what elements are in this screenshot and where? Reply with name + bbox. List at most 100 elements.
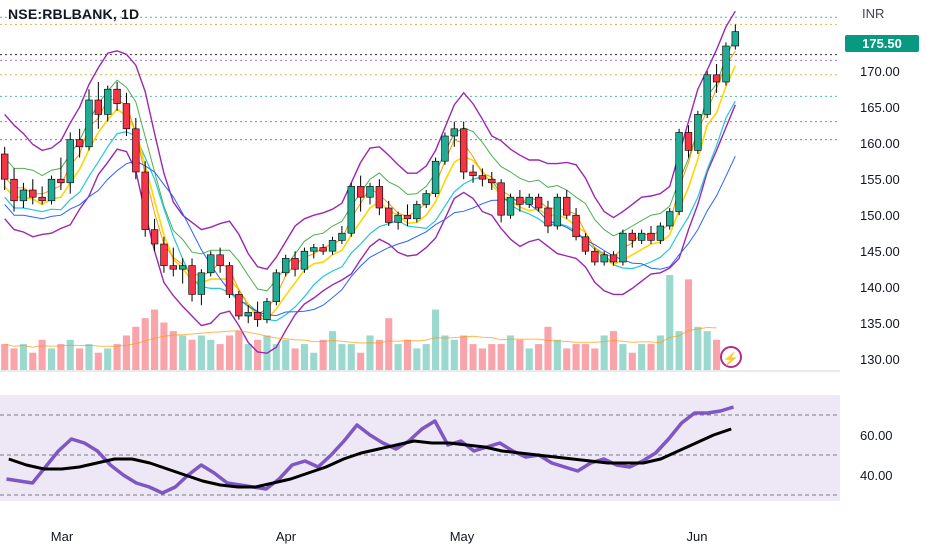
volume-bar	[497, 344, 505, 370]
candle-body	[385, 207, 393, 223]
volume-bar	[179, 335, 187, 370]
volume-bar	[132, 326, 140, 370]
candle-body	[338, 232, 346, 241]
volume-bar	[366, 335, 374, 370]
volume-bar	[300, 344, 308, 370]
candle-body	[94, 99, 103, 115]
price-tick-label: 165.00	[860, 100, 900, 115]
volume-bar	[553, 339, 561, 370]
candle-body	[66, 139, 74, 184]
candle-body	[282, 258, 290, 274]
rsi-panel	[0, 405, 840, 496]
candle-body	[722, 45, 730, 83]
volume-bar	[422, 344, 430, 370]
volume-bar	[628, 352, 636, 370]
volume-bar	[319, 339, 327, 370]
candle-body	[666, 211, 674, 227]
candle-body	[441, 135, 449, 162]
candle-body	[244, 312, 252, 317]
candle-body	[563, 196, 571, 216]
volume-bar	[544, 326, 552, 370]
rsi-axis[interactable]: 40.00 60.00	[860, 428, 893, 483]
candle-body	[104, 88, 112, 115]
candle-body	[469, 171, 477, 176]
volume-bar	[141, 318, 149, 370]
envelope-band-line	[4, 10, 736, 270]
candle-body	[169, 265, 177, 270]
volume-bar	[572, 344, 580, 370]
volume-bar	[385, 318, 393, 370]
candle-body	[141, 171, 149, 230]
volume-bar	[10, 348, 18, 370]
candle-body	[600, 254, 608, 263]
candle-body	[1, 153, 9, 180]
volume-bar	[57, 344, 65, 370]
candle-body	[47, 178, 56, 202]
volume-ma-line	[4, 326, 717, 348]
candle-body	[497, 182, 505, 216]
volume-bar	[85, 344, 93, 370]
candle-body	[347, 186, 355, 234]
volume-bar	[516, 339, 524, 370]
candle-body	[160, 243, 168, 266]
candle-body	[656, 225, 665, 241]
envelope-band-line	[4, 104, 736, 354]
time-tick-label: Mar	[51, 529, 74, 544]
envelope-bands	[4, 10, 737, 354]
candle-body	[356, 186, 365, 198]
candle-body	[394, 214, 402, 223]
volume-bar	[413, 348, 421, 370]
volume-bar	[647, 344, 655, 370]
candle-body	[310, 247, 318, 252]
currency-label: INR	[862, 6, 885, 21]
volume-histogram	[1, 275, 721, 370]
candle-body	[132, 128, 140, 173]
volume-bar	[357, 352, 365, 370]
candle-body	[488, 178, 496, 184]
candle-body	[319, 247, 327, 252]
volume-bar	[638, 344, 646, 370]
volume-bar	[38, 339, 46, 370]
candle-body	[619, 232, 627, 263]
volume-bar	[216, 344, 224, 370]
candle-body	[525, 196, 533, 205]
envelope-band-line	[4, 36, 736, 292]
volume-bar	[272, 344, 280, 370]
candle-body	[328, 240, 337, 252]
candle-body	[188, 265, 196, 295]
price-tick-label: 155.00	[860, 172, 900, 187]
time-axis[interactable]: Mar Apr May Jun	[51, 529, 708, 544]
volume-bar	[703, 331, 711, 370]
volume-bar	[113, 344, 121, 370]
candle-body	[150, 229, 159, 245]
last-price-tag: 175.50	[845, 35, 919, 52]
volume-bar	[563, 348, 571, 370]
price-axis[interactable]: 130.00 135.00 140.00 145.00 150.00 155.00 160.…	[860, 64, 900, 367]
candle-body	[38, 196, 46, 202]
candlestick-series	[1, 24, 739, 327]
candle-body	[300, 250, 309, 270]
lightning-icon[interactable]: ⚡	[720, 346, 742, 368]
volume-bar	[581, 344, 590, 370]
rsi-tick-label: 40.00	[860, 468, 893, 483]
price-tick-label: 145.00	[860, 244, 900, 259]
candle-body	[712, 74, 721, 83]
candle-body	[29, 189, 37, 198]
volume-bar	[460, 335, 468, 370]
volume-bar	[450, 339, 458, 370]
candle-body	[122, 103, 131, 130]
envelope-band-line	[4, 100, 736, 322]
candle-body	[581, 236, 590, 252]
volume-bar	[1, 344, 9, 370]
volume-bar	[188, 339, 196, 370]
volume-bar	[310, 352, 318, 370]
candle-body	[75, 139, 84, 148]
volume-bar	[684, 279, 693, 370]
candle-body	[516, 196, 524, 205]
volume-bar	[403, 339, 412, 370]
time-tick-label: May	[450, 529, 475, 544]
volume-bar	[469, 344, 477, 370]
volume-bar	[94, 352, 102, 370]
volume-bar	[282, 339, 290, 370]
